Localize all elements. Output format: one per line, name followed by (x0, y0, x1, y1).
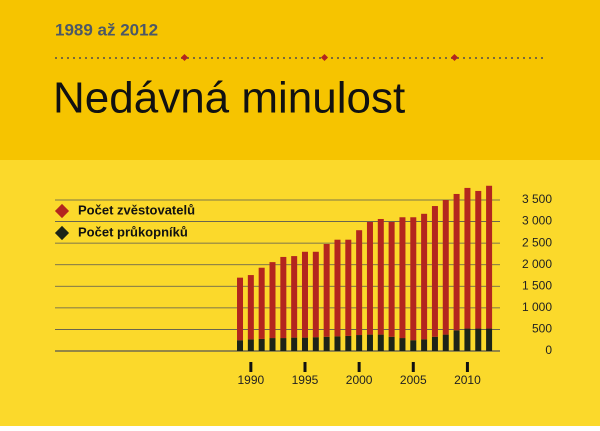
x-tick-label: 1990 (237, 373, 264, 387)
bar-segment (410, 340, 417, 351)
bar-segment (301, 251, 308, 338)
bar-segment (323, 336, 330, 351)
bar-segment (269, 338, 276, 351)
bar-segment (291, 337, 298, 351)
bar-segment (312, 251, 319, 338)
bar-segment (453, 193, 460, 331)
bar-segment (442, 200, 449, 335)
bar-segment (301, 337, 308, 351)
x-tick-label: 2005 (400, 373, 427, 387)
y-tick-label: 0 (545, 343, 552, 357)
bar-segment (486, 328, 493, 351)
bar-segment (366, 334, 373, 351)
bar-segment (399, 338, 406, 351)
bar-segment (464, 187, 471, 329)
x-tick-label: 2010 (454, 373, 481, 387)
subtitle: 1989 až 2012 (55, 20, 158, 39)
bar-segment (269, 262, 276, 339)
bar-segment (312, 337, 319, 351)
bar-segment (399, 217, 406, 339)
y-tick-label: 1 500 (522, 278, 552, 292)
header-band (0, 0, 600, 160)
bar-segment (388, 222, 395, 337)
legend-label: Počet zvěstovatelů (78, 202, 195, 217)
y-tick-label: 500 (532, 322, 552, 336)
bar-segment (431, 206, 438, 337)
bar-segment (475, 190, 482, 329)
bar-segment (464, 328, 471, 351)
bar-segment (431, 336, 438, 351)
bar-segment (237, 340, 244, 351)
bar-segment (410, 217, 417, 341)
rule-diamonds (180, 53, 459, 62)
bar-segment (377, 334, 384, 351)
y-tick-label: 3 000 (522, 214, 552, 228)
bar-segment (453, 330, 460, 351)
bar-segment (247, 339, 254, 351)
bar-segment (377, 218, 384, 335)
bar-segment (366, 222, 373, 335)
bar-segment (345, 239, 352, 336)
bar-segment (323, 244, 330, 337)
bar-segment (356, 230, 363, 336)
bar-segment (421, 339, 428, 351)
x-tick-label: 1995 (292, 373, 319, 387)
bar-segment (280, 338, 287, 351)
bar-segment (258, 338, 265, 351)
bar-segment (237, 277, 244, 341)
y-tick-label: 1 000 (522, 300, 552, 314)
y-tick-label: 2 000 (522, 257, 552, 271)
bar-segment (345, 335, 352, 351)
bar-segment (334, 336, 341, 351)
y-tick-label: 3 500 (522, 192, 552, 206)
y-tick-label: 2 500 (522, 235, 552, 249)
legend-label: Počet průkopníků (78, 224, 188, 239)
title: Nedávná minulost (53, 74, 405, 123)
bar-segment (356, 335, 363, 351)
x-tick-label: 2000 (346, 373, 373, 387)
bar-segment (291, 256, 298, 338)
bar-segment (280, 256, 287, 339)
bar-segment (421, 213, 428, 340)
bar-segment (334, 239, 341, 337)
bar-segment (486, 185, 493, 329)
bar-segment (247, 275, 254, 340)
bar-segment (388, 336, 395, 351)
bar-segment (442, 334, 449, 351)
chart: 0 500 1 000 1 500 2 000 2 500 3 000 3 500 1990 19… (54, 185, 552, 387)
bar-segment (258, 267, 265, 339)
bar-segment (475, 328, 482, 351)
